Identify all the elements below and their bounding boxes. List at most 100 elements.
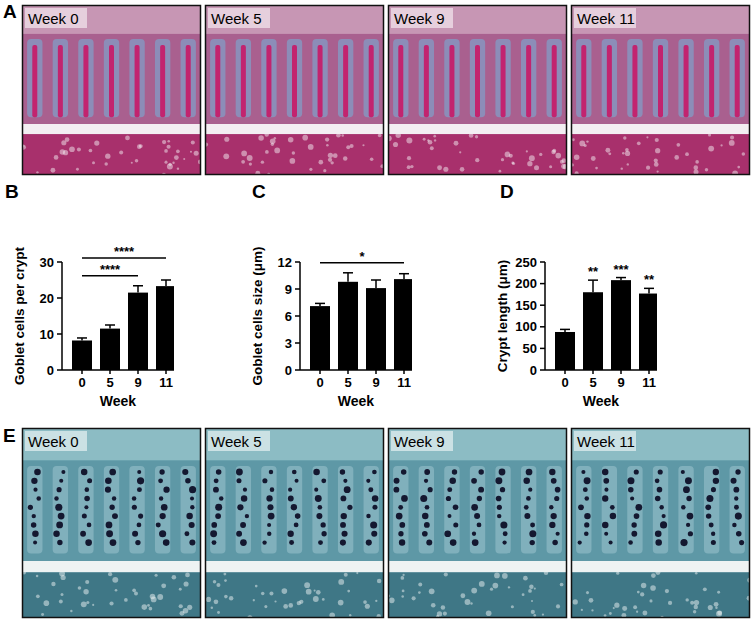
goblet-dot <box>112 496 116 500</box>
y-tick <box>540 326 545 328</box>
texture <box>572 138 575 141</box>
error-cap <box>371 279 381 281</box>
texture <box>313 596 319 602</box>
goblet-dot <box>424 469 430 475</box>
error-line <box>648 288 650 293</box>
goblet-dot <box>471 504 478 511</box>
goblet-dot <box>686 496 691 501</box>
texture <box>595 167 598 170</box>
goblet-dot <box>366 479 370 483</box>
goblet-dot <box>549 469 555 475</box>
goblet-dot <box>85 487 90 492</box>
texture <box>654 162 659 167</box>
texture <box>92 161 95 164</box>
texture <box>167 145 171 149</box>
goblet-dot <box>158 478 163 483</box>
goblet-dot <box>399 522 405 528</box>
goblet-dot <box>215 513 221 519</box>
goblet-dot <box>190 505 194 509</box>
goblet-dot <box>189 540 195 546</box>
goblet-dot <box>662 514 666 518</box>
goblet-dot <box>631 531 637 537</box>
goblet-dot <box>530 522 535 527</box>
texture <box>573 599 578 604</box>
texture <box>637 141 641 145</box>
texture <box>292 151 295 154</box>
error-bar <box>616 278 626 281</box>
goblet-dot <box>240 522 246 528</box>
goblet-dot <box>713 478 719 484</box>
crypt <box>470 39 485 117</box>
texture <box>119 150 123 154</box>
goblet-dot <box>241 495 247 501</box>
error-bar <box>77 338 87 341</box>
x-tick <box>403 370 405 374</box>
goblet-dot <box>344 486 351 493</box>
goblet-dot <box>446 496 451 501</box>
texture <box>407 156 411 160</box>
goblet-dot <box>428 487 433 492</box>
goblet-dot <box>477 523 482 528</box>
y-tick <box>540 369 545 371</box>
goblet-dot <box>681 470 685 474</box>
goblet-dot <box>58 513 65 520</box>
goblet-dot <box>292 470 297 475</box>
goblet-dot <box>604 488 608 492</box>
goblet-dot <box>287 531 293 537</box>
texture <box>191 140 195 144</box>
texture <box>124 598 128 602</box>
goblet-streak <box>318 45 323 117</box>
goblet-dot <box>347 505 352 510</box>
texture <box>261 592 265 596</box>
texture <box>269 591 273 595</box>
crypt <box>53 39 68 117</box>
goblet-dot <box>583 487 588 492</box>
texture <box>499 170 502 173</box>
texture <box>36 594 40 598</box>
texture <box>742 152 746 156</box>
goblet-dot <box>137 470 141 474</box>
goblet-dot <box>341 513 347 519</box>
texture <box>714 602 719 607</box>
goblet-streak <box>684 45 689 117</box>
texture <box>737 166 740 169</box>
label-backdrop <box>208 8 270 28</box>
lumen <box>388 124 567 134</box>
crypt <box>419 466 434 553</box>
texture <box>282 588 288 594</box>
texture <box>347 590 350 593</box>
image-label: Week 0 <box>28 10 79 27</box>
goblet-dot <box>499 469 506 476</box>
goblet-dot <box>734 505 739 510</box>
crypt <box>210 39 225 117</box>
image-border <box>389 6 567 175</box>
texture <box>431 603 436 608</box>
crypt <box>104 39 119 117</box>
goblet-dot <box>447 514 451 518</box>
x-tick-label: 0 <box>78 375 85 390</box>
micrograph <box>22 5 201 175</box>
goblet-streak <box>398 45 403 117</box>
goblet-dot <box>163 539 170 546</box>
texture <box>41 613 44 616</box>
significance: * <box>359 249 365 264</box>
goblet-dot <box>447 487 452 492</box>
texture <box>179 604 183 608</box>
image-border <box>206 6 384 175</box>
goblet-dot <box>450 539 457 546</box>
x-tick <box>620 370 622 374</box>
goblet-dot <box>288 488 292 492</box>
texture <box>470 602 472 604</box>
crypt <box>181 39 196 117</box>
x-tick <box>109 370 111 374</box>
goblet-dot <box>578 540 582 544</box>
goblet-dot <box>424 479 428 483</box>
texture <box>326 144 329 147</box>
texture <box>556 604 560 608</box>
goblet-dot <box>106 522 113 529</box>
goblet-dot <box>84 496 90 502</box>
texture <box>544 570 549 575</box>
y-tick <box>57 333 62 335</box>
goblet-dot <box>685 477 692 484</box>
texture <box>430 146 434 150</box>
